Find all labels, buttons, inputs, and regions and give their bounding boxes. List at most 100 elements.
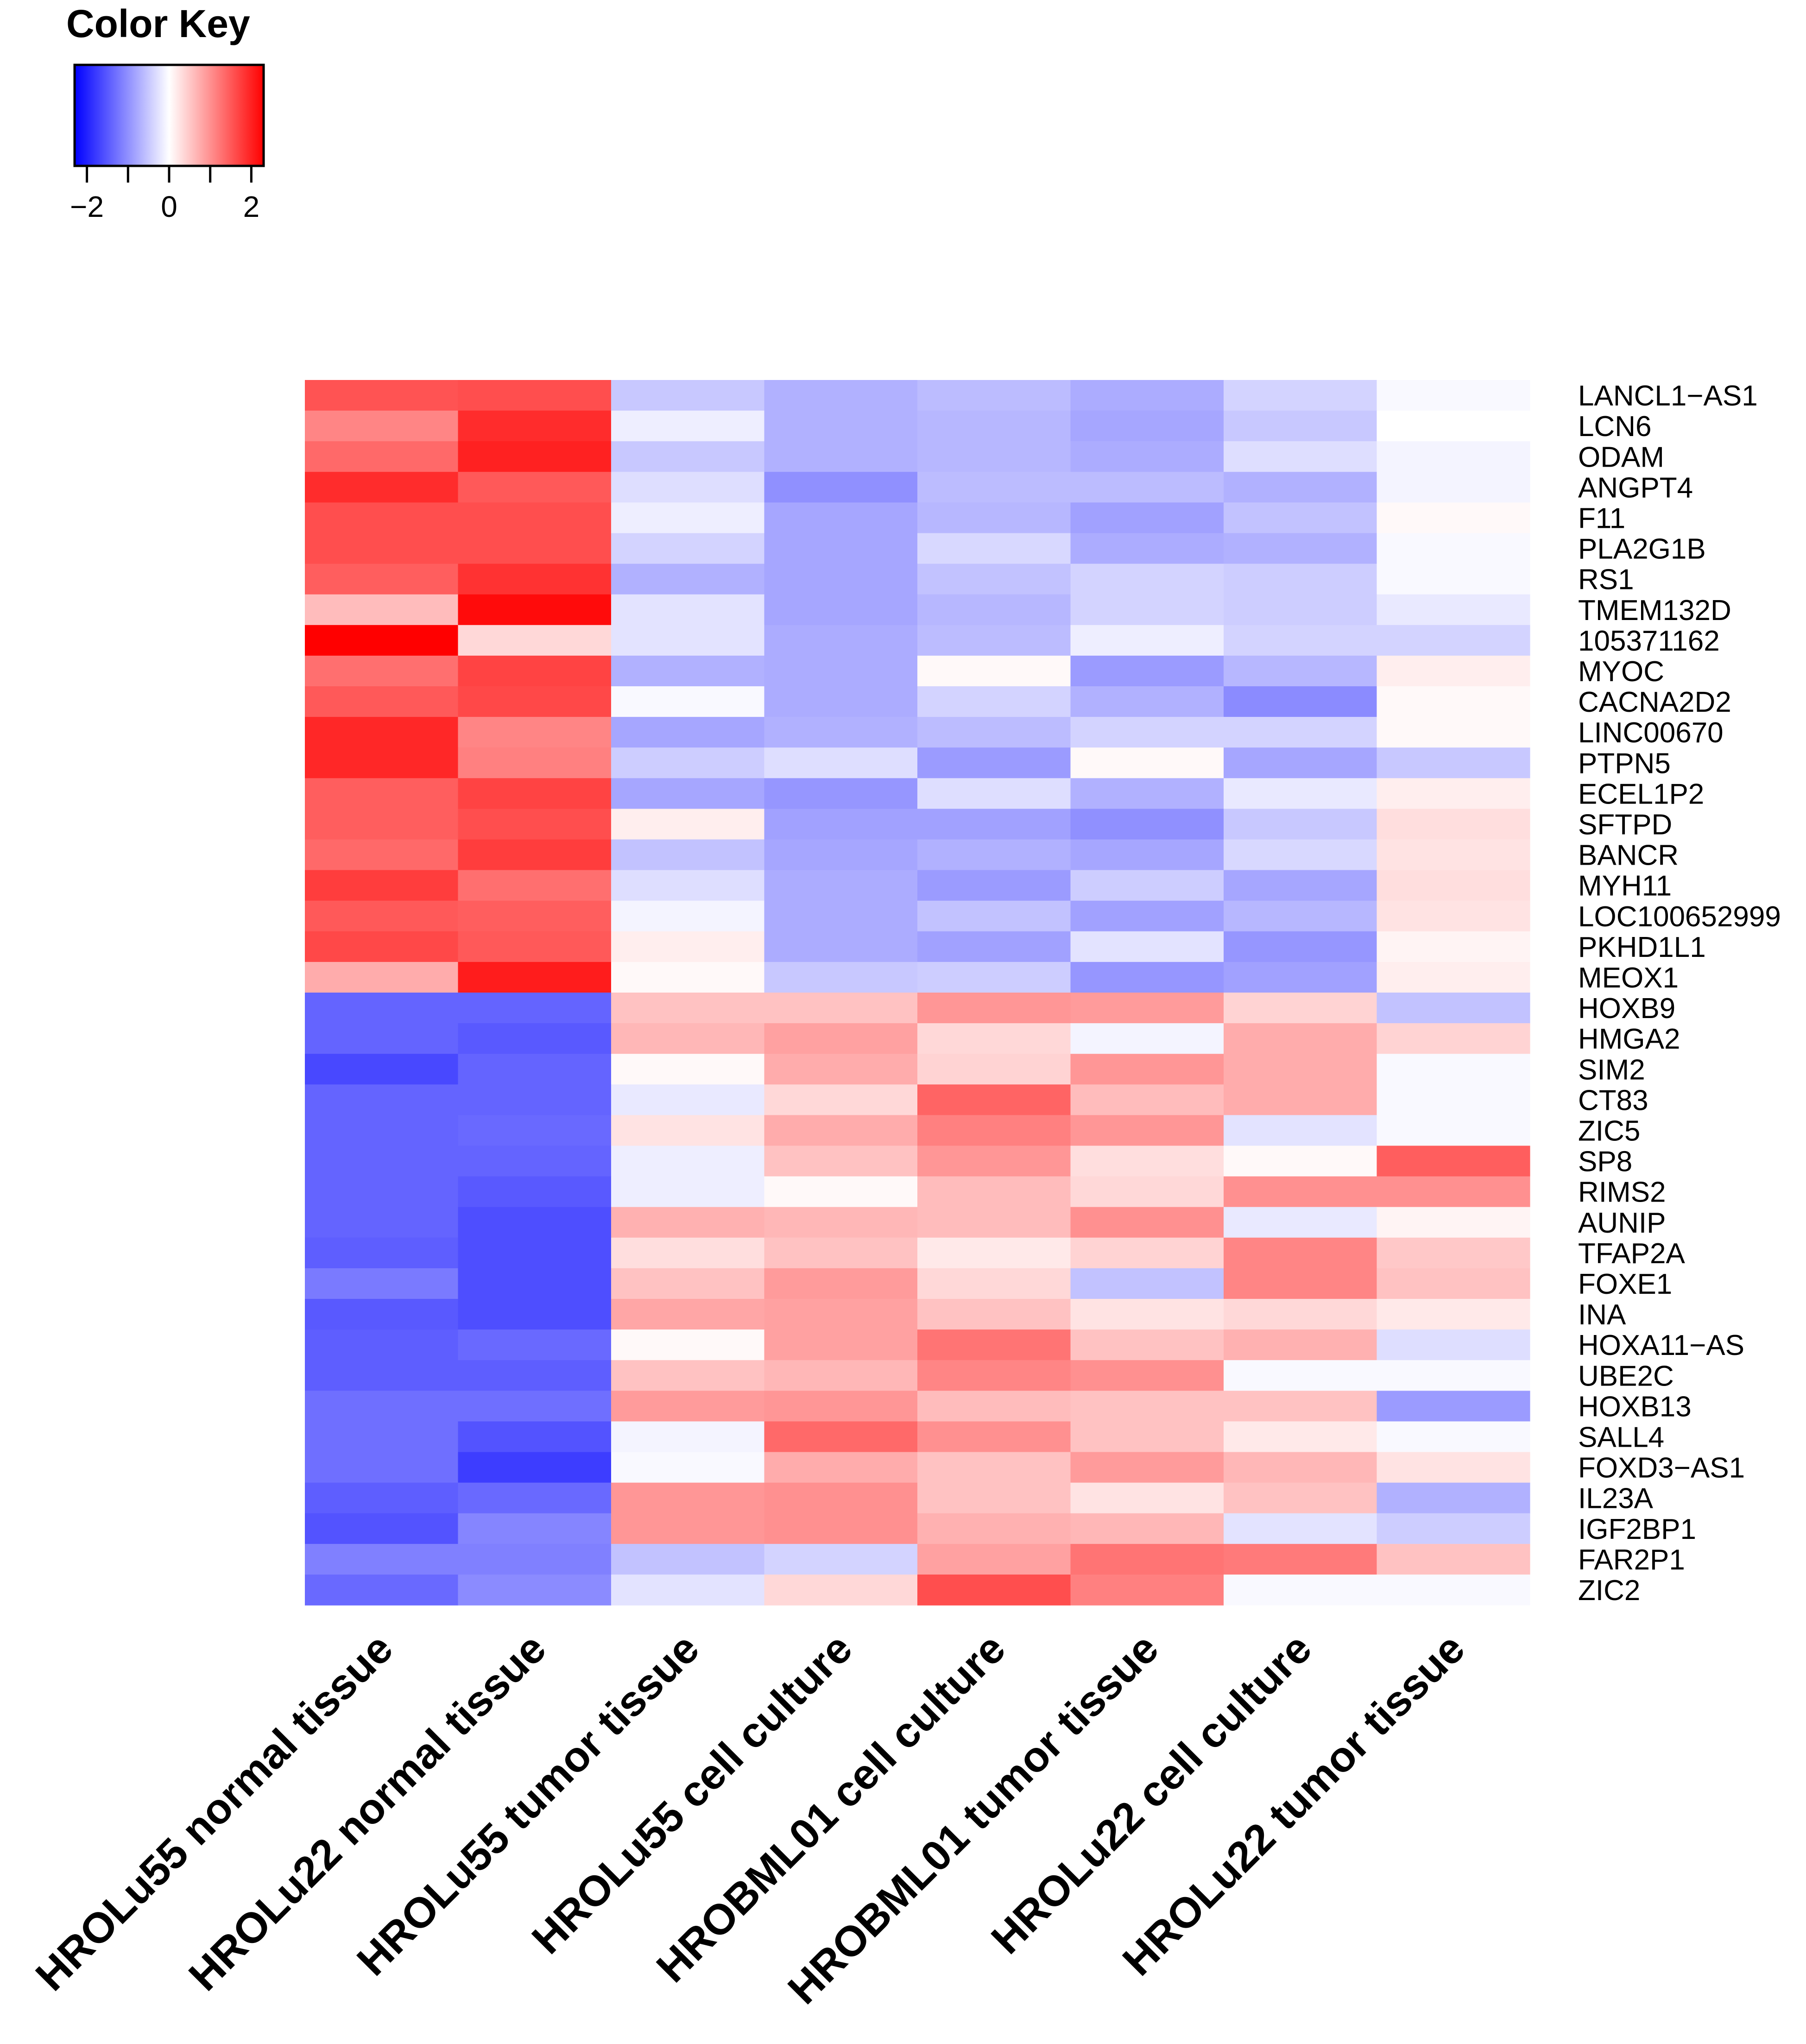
heatmap-cell: [611, 1329, 765, 1361]
heatmap-cell: [305, 931, 459, 962]
heatmap-cell: [764, 472, 918, 503]
heatmap-cell: [1224, 1115, 1377, 1146]
heatmap-cell: [458, 1482, 612, 1514]
heatmap-cell: [917, 655, 1071, 687]
heatmap-cell: [458, 809, 612, 840]
heatmap-cell: [305, 563, 459, 595]
heatmap-cell: [764, 1176, 918, 1208]
heatmap-cell: [917, 502, 1071, 534]
heatmap-cell: [1377, 594, 1530, 626]
heatmap-cell: [305, 655, 459, 687]
heatmap-cell: [305, 686, 459, 717]
row-labels: LANCL1−AS1LCN6ODAMANGPT4F11PLA2G1BRS1TME…: [1578, 380, 1781, 1607]
heatmap-cell: [1377, 1145, 1530, 1177]
heatmap-cell: [305, 472, 459, 503]
heatmap-cell: [917, 1360, 1071, 1391]
heatmap-cell: [1224, 1574, 1377, 1606]
heatmap-cell: [1070, 1023, 1224, 1054]
heatmap-cell: [458, 993, 612, 1024]
heatmap-cell: [1070, 1421, 1224, 1453]
heatmap-cell: [1070, 533, 1224, 564]
heatmap-cell: [611, 1115, 765, 1146]
row-label: LCN6: [1578, 411, 1652, 443]
heatmap-cell: [1377, 1268, 1530, 1299]
heatmap-cell: [917, 1513, 1071, 1544]
heatmap-cell: [1377, 1176, 1530, 1208]
heatmap-cell: [305, 1237, 459, 1269]
heatmap-cell: [458, 1544, 612, 1575]
heatmap-cell: [1224, 1482, 1377, 1514]
heatmap-cell: [1377, 625, 1530, 656]
heatmap-cell: [458, 686, 612, 717]
heatmap-cell: [1377, 809, 1530, 840]
heatmap-cell: [764, 931, 918, 962]
heatmap-cell: [1377, 1207, 1530, 1238]
heatmap-cell: [764, 655, 918, 687]
heatmap-cell: [611, 1391, 765, 1422]
heatmap-cell: [1377, 1023, 1530, 1054]
heatmap-cell: [1070, 1513, 1224, 1544]
heatmap-cell: [764, 594, 918, 626]
heatmap-cell: [611, 1054, 765, 1085]
heatmap-cell: [611, 1207, 765, 1238]
heatmap-cell: [458, 1023, 612, 1054]
row-label: FAR2P1: [1578, 1544, 1685, 1576]
heatmap-cell: [305, 993, 459, 1024]
heatmap-cell: [305, 1544, 459, 1575]
row-label: HMGA2: [1578, 1023, 1680, 1055]
color-key-title: Color Key: [66, 2, 250, 45]
heatmap-cell: [305, 1391, 459, 1422]
heatmap-cell: [1224, 1391, 1377, 1422]
heatmap-cell: [458, 1176, 612, 1208]
heatmap-cell: [917, 1207, 1071, 1238]
heatmap-cell: [611, 778, 765, 809]
heatmap-cell: [1377, 1299, 1530, 1330]
heatmap-cell: [1070, 839, 1224, 871]
heatmap-cell: [1224, 1329, 1377, 1361]
row-label: ECEL1P2: [1578, 778, 1704, 810]
heatmap-cell: [764, 900, 918, 932]
row-label: F11: [1578, 502, 1625, 534]
heatmap-cell: [458, 502, 612, 534]
heatmap-cell: [764, 962, 918, 993]
heatmap-cell: [917, 1115, 1071, 1146]
heatmap-cell: [1224, 1084, 1377, 1115]
heatmap-cell: [611, 441, 765, 472]
heatmap-cell: [917, 1421, 1071, 1453]
heatmap-cell: [458, 1452, 612, 1483]
heatmap-cell: [1224, 1176, 1377, 1208]
heatmap-cell: [1224, 870, 1377, 901]
heatmap-cell: [764, 1268, 918, 1299]
heatmap-cell: [1224, 472, 1377, 503]
heatmap-cell: [1070, 747, 1224, 778]
row-label: PTPN5: [1578, 747, 1671, 779]
heatmap-cell: [1377, 839, 1530, 871]
heatmap-cell: [1070, 993, 1224, 1024]
heatmap-cell: [1070, 625, 1224, 656]
heatmap-cell: [611, 1360, 765, 1391]
heatmap-cell: [1377, 900, 1530, 932]
heatmap-cell: [1070, 1452, 1224, 1483]
heatmap-cell: [1377, 931, 1530, 962]
row-label: AUNIP: [1578, 1207, 1666, 1239]
heatmap-cell: [1070, 1544, 1224, 1575]
heatmap-cell: [917, 993, 1071, 1024]
heatmap-cell: [1377, 1482, 1530, 1514]
heatmap-cell: [458, 839, 612, 871]
heatmap-cell: [917, 747, 1071, 778]
heatmap-cell: [305, 1421, 459, 1453]
heatmap-cell: [1224, 533, 1377, 564]
heatmap-cell: [1070, 655, 1224, 687]
heatmap-cell: [764, 1115, 918, 1146]
heatmap-cell: [1377, 1544, 1530, 1575]
heatmap-cell: [1224, 1023, 1377, 1054]
heatmap-cell: [305, 839, 459, 871]
heatmap-cell: [305, 502, 459, 534]
heatmap-cell-grid: [305, 380, 1530, 1606]
heatmap-cell: [611, 1023, 765, 1054]
heatmap-cell: [764, 1023, 918, 1054]
heatmap-cell: [611, 870, 765, 901]
heatmap-cell: [1377, 441, 1530, 472]
heatmap-cell: [917, 1544, 1071, 1575]
